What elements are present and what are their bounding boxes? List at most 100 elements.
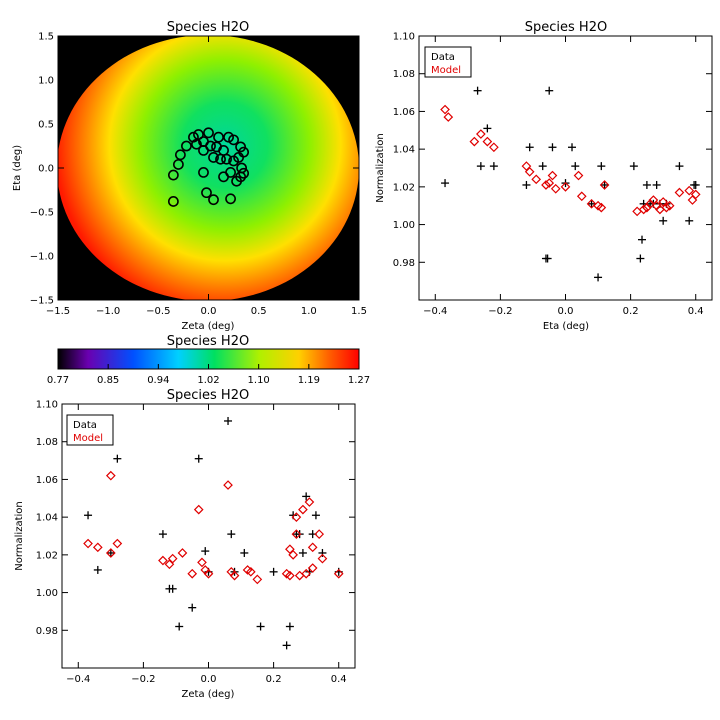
zeta-model-point [83,538,93,549]
map-x-tick-label: −1.5 [46,306,70,317]
zeta-data-point [318,548,327,557]
map-y-tick-label: 1.5 [38,32,54,43]
eta-data-point [548,143,557,152]
map-marker [201,187,212,199]
eta-x-tick-label: −0.4 [423,306,447,317]
zeta-model-point [285,570,295,581]
map-x-tick-label: −1.0 [96,306,120,317]
zeta-data-point [84,511,93,520]
zeta-model-point [291,529,302,539]
eta-model-point [645,198,655,209]
eta-data-point [543,254,552,263]
zeta-data-point [201,547,210,556]
zeta-data-point [224,416,233,425]
zeta-data-point [302,492,311,501]
eta-y-tick-label: 1.00 [393,220,415,231]
zeta-y-tick-label: 1.08 [36,437,58,448]
eta-x-tick-label: 0.4 [688,306,704,317]
zeta-title: Species H2O [167,388,249,403]
eta-y-tick-label: 1.02 [393,182,415,193]
zeta-x-tick-label: −0.2 [131,674,155,685]
eta-data-point [473,86,482,95]
zeta-model-point [288,550,298,560]
zeta-model-point [197,557,207,568]
eta-model-point [596,202,607,213]
eta-model-point [638,204,649,215]
zeta-model-point [252,574,263,585]
zeta-model-point [304,497,315,507]
colorbar-tick-label: 0.85 [97,375,119,386]
colorbar-ticks: 0.77 0.85 0.94 1.02 1.10 1.19 1.27 [47,364,370,386]
eta-x-label: Eta (deg) [543,321,589,332]
zeta-model-point [112,538,123,549]
zeta-model-point [92,542,103,553]
eta-data-point [691,180,700,189]
map-marker [208,152,219,163]
colorbar-tick-label: 1.27 [348,375,370,386]
eta-ticks: −0.4 −0.2 0.0 0.2 0.4 0.98 1.00 1.02 1.04 1.06 1.0… [393,32,712,317]
zeta-data-point [106,548,115,557]
eta-model-point [648,195,659,205]
map-marker [198,166,209,178]
eta-model-point [541,180,551,190]
zeta-x-tick-label: 0.2 [266,674,282,685]
colorbar-title: Species H2O [167,334,249,349]
zeta-model-point [187,568,198,579]
eta-y-tick-label: 1.04 [393,145,415,156]
eta-model-point [599,180,610,190]
map-marker [181,140,192,152]
eta-data-point [522,180,531,189]
eta-model-point [576,191,587,202]
eta-model-point [482,136,493,147]
eta-model-point [550,183,561,194]
colorbar-tick-label: 0.94 [147,375,169,386]
eta-legend-data: Data [431,52,455,63]
zeta-data-point [240,548,249,557]
map-panel: Species H2O −1.5 −1.0 −0.5 0.0 0.5 1.0 1.5−1.5… [12,20,367,332]
zeta-data-point [269,567,278,576]
eta-data-point [600,180,609,189]
eta-y-label: Normalization [375,133,386,203]
zeta-data-point [175,622,184,631]
map-markers [167,127,250,207]
colorbar-tick-label: 0.77 [47,375,69,386]
zeta-model-point [105,470,116,481]
eta-model-point [658,197,669,207]
map-y-tick-label: 0.0 [38,164,54,175]
eta-model-point [690,189,701,200]
eta-data-point [629,162,638,171]
zeta-model-point [301,568,312,579]
map-x-tick-label: 1.0 [301,306,317,317]
eta-points [440,86,701,282]
map-marker [231,175,242,187]
eta-data-point [685,216,694,225]
zeta-data-point [188,603,197,612]
eta-model-point [544,178,555,188]
map-marker [225,193,236,205]
zeta-x-tick-label: 0.0 [201,674,217,685]
eta-model-point [684,185,695,196]
eta-y-tick-label: 0.98 [393,258,415,269]
zeta-ticks: −0.4 −0.2 0.0 0.2 0.4 0.98 1.00 1.02 1.04 1.06 1.0… [36,400,355,685]
eta-legend-box [424,46,472,78]
zeta-legend-model: Model [73,433,103,444]
map-marker [215,153,226,165]
eta-model-point [476,129,486,139]
eta-model-point [687,195,698,205]
eta-model-point [443,112,454,122]
eta-model-point [531,174,542,185]
zeta-data-point [311,511,320,520]
zeta-y-tick-label: 1.00 [36,588,58,599]
zeta-data-point [227,530,236,539]
zeta-model-point [298,504,308,515]
map-marker [208,194,219,206]
map-marker [238,167,250,179]
zeta-model-point [307,563,318,573]
map-x-tick-label: 1.5 [351,306,367,317]
zeta-x-tick-label: −0.4 [66,674,90,685]
zeta-model-point [223,480,233,490]
map-marker [172,159,184,170]
eta-data-point [568,143,577,152]
zeta-model-point [177,548,188,558]
zeta-data-point [194,454,203,463]
